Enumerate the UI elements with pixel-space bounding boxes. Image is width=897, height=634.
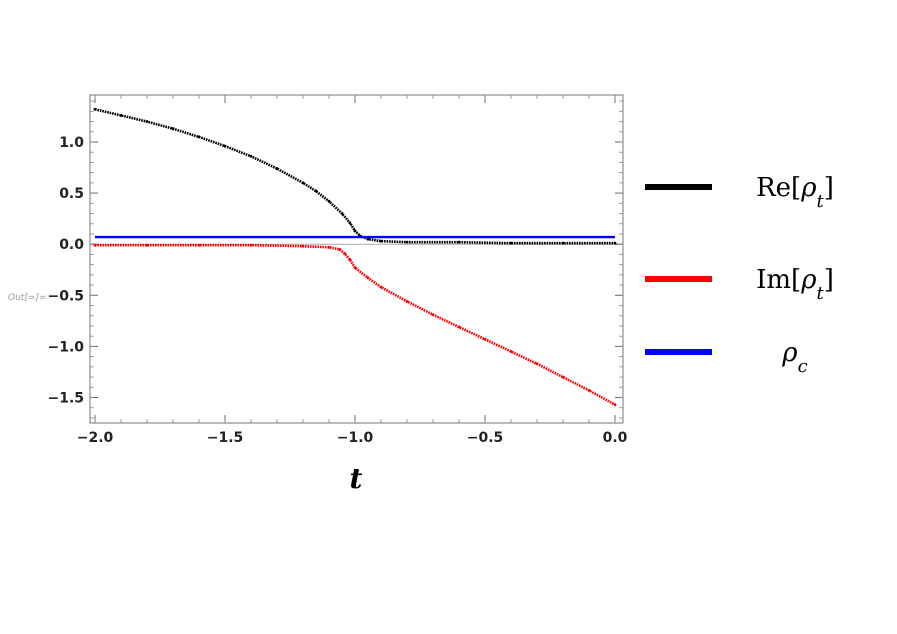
x-tick-label: −1.0 bbox=[337, 430, 374, 446]
y-tick-label: −0.5 bbox=[47, 288, 84, 304]
data-point bbox=[301, 244, 305, 248]
data-point bbox=[509, 350, 513, 353]
data-point bbox=[93, 107, 97, 111]
plot-frame bbox=[89, 94, 624, 424]
data-point bbox=[613, 403, 617, 407]
x-axis-label: t bbox=[350, 462, 363, 495]
x-tick-label: −0.5 bbox=[467, 430, 504, 446]
data-point bbox=[249, 243, 253, 247]
data-point bbox=[366, 237, 370, 241]
series-line-re-rho bbox=[94, 108, 615, 245]
legend: Re[ρt] Im[ρt] ρc bbox=[645, 173, 834, 377]
legend-label: Re[ρt] bbox=[756, 173, 834, 212]
y-tick-label: −1.5 bbox=[47, 391, 84, 407]
data-point bbox=[353, 266, 357, 270]
y-tick-label: −1.0 bbox=[47, 339, 84, 355]
data-point bbox=[483, 337, 487, 341]
data-point bbox=[509, 241, 513, 245]
data-point bbox=[431, 313, 435, 317]
axis-ticks: −2.0 −1.5 −1.0 −0.5 0.0 1.0 0.5 0.0 −0.5 −1.0 −1.5 bbox=[47, 95, 628, 446]
data-point bbox=[197, 243, 201, 247]
x-tick-label: 0.0 bbox=[603, 430, 628, 446]
data-point bbox=[457, 240, 461, 244]
data-point bbox=[561, 375, 565, 379]
data-point bbox=[587, 388, 591, 392]
legend-label: ρc bbox=[781, 338, 807, 377]
legend-label: Im[ρt] bbox=[756, 265, 834, 304]
data-point bbox=[340, 212, 344, 215]
data-point bbox=[343, 252, 346, 255]
data-point bbox=[613, 241, 617, 245]
data-point bbox=[327, 245, 331, 249]
data-point bbox=[145, 120, 149, 123]
data-point bbox=[366, 276, 370, 280]
data-point bbox=[275, 167, 279, 170]
data-point bbox=[457, 325, 461, 329]
data-point bbox=[301, 181, 305, 185]
data-point bbox=[338, 247, 341, 251]
data-point bbox=[535, 362, 539, 366]
data-point bbox=[353, 229, 357, 233]
data-point bbox=[197, 135, 201, 139]
data-point bbox=[379, 239, 383, 243]
data-point bbox=[405, 300, 409, 303]
data-point bbox=[171, 127, 175, 131]
data-point bbox=[223, 144, 227, 148]
data-point bbox=[405, 240, 409, 244]
data-point bbox=[348, 221, 352, 225]
x-tick-label: −1.5 bbox=[207, 430, 244, 446]
data-point bbox=[119, 114, 123, 117]
data-point bbox=[93, 243, 97, 247]
x-tick-label: −2.0 bbox=[77, 430, 114, 446]
data-point bbox=[145, 243, 149, 247]
data-point bbox=[327, 199, 331, 203]
y-tick-label: 0.5 bbox=[59, 186, 84, 202]
data-point bbox=[561, 241, 565, 245]
out-label: Out[=]= bbox=[8, 293, 46, 303]
data-point bbox=[348, 258, 352, 261]
y-tick-label: 1.0 bbox=[59, 135, 84, 151]
y-tick-label: 0.0 bbox=[59, 237, 84, 253]
series-layer bbox=[93, 107, 617, 407]
data-point bbox=[379, 285, 383, 289]
data-point bbox=[249, 154, 253, 158]
data-point bbox=[314, 189, 318, 193]
